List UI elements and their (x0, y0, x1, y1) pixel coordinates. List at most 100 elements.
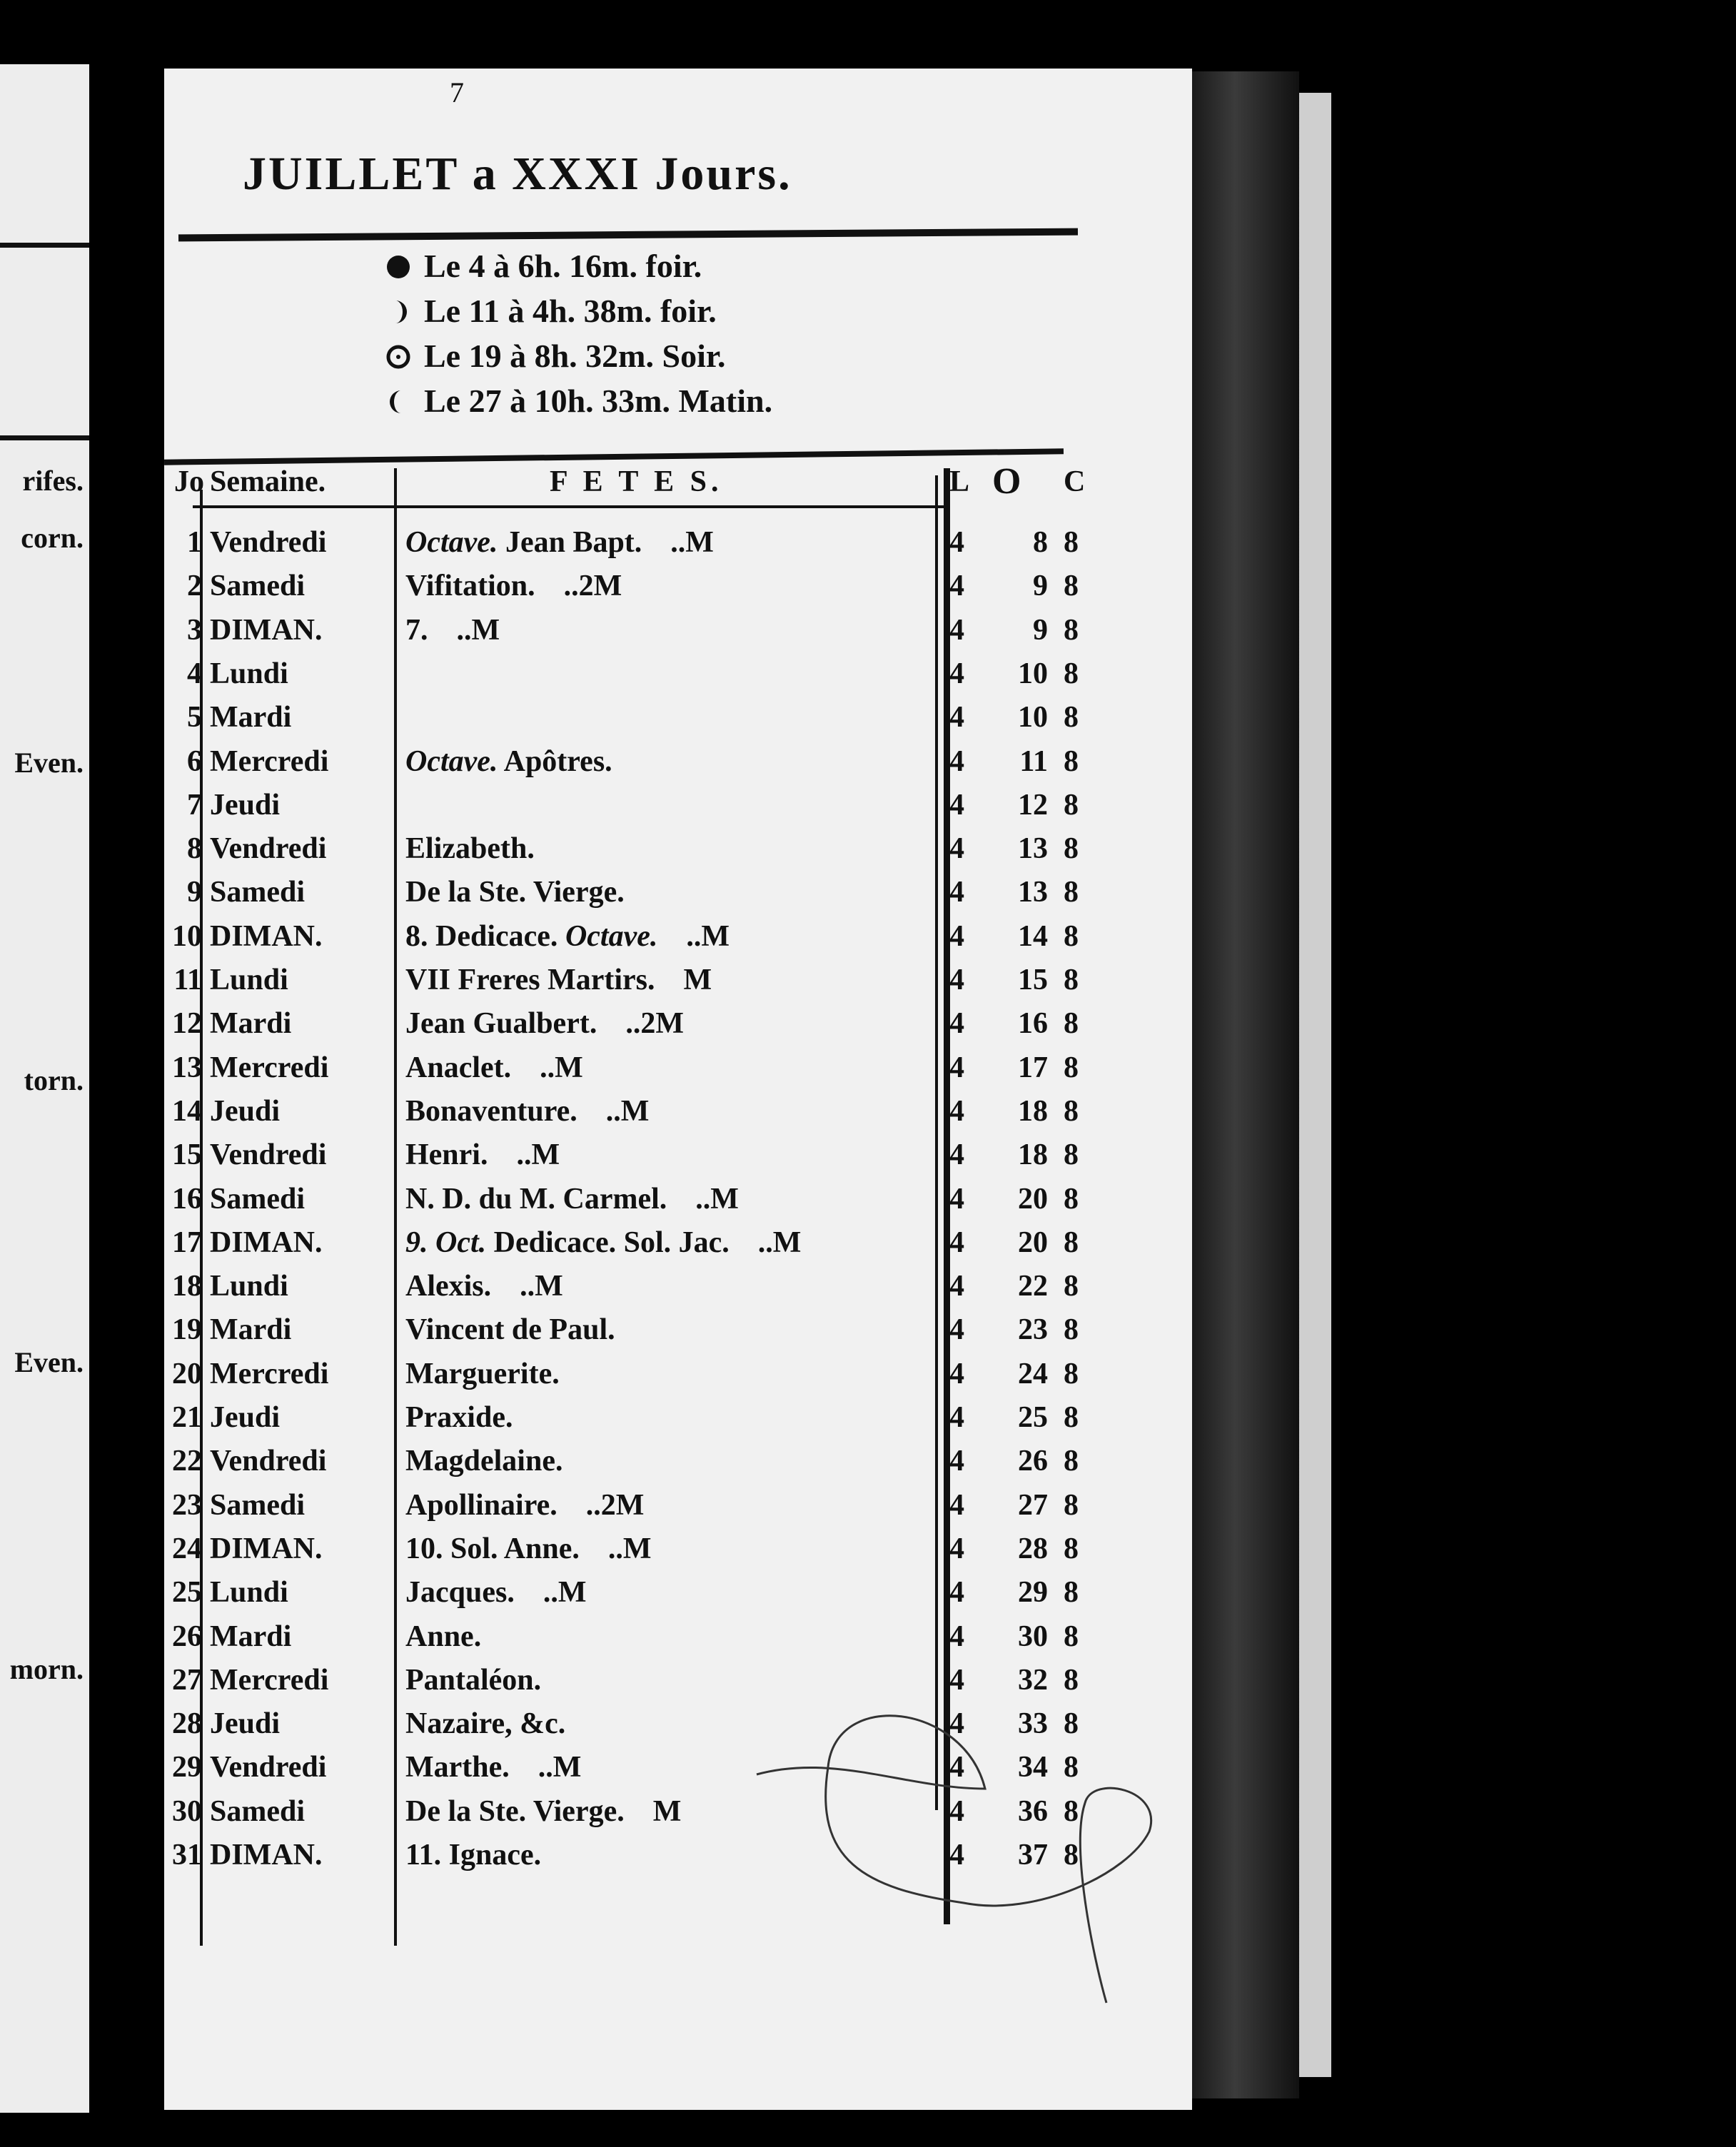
value-l: 4 (949, 964, 964, 996)
table-row: 28 Jeudi Nazaire, &c. 4 33 8 (164, 1707, 1192, 1750)
mass-mark: ..M (607, 1532, 652, 1565)
day-number: 30 (172, 1794, 202, 1828)
value-l: 4 (949, 1007, 964, 1041)
day-number: 20 (172, 1357, 202, 1390)
table-row: 20 Mercredi Marguerite. 4 24 8 (164, 1357, 1192, 1400)
title-rule (178, 228, 1079, 242)
feast: Vincent de Paul. (405, 1313, 644, 1347)
value-c: 8 (1064, 1839, 1079, 1871)
value-o: 9 (1033, 570, 1048, 603)
day-number: 12 (172, 1007, 202, 1041)
fete-text: Dedicace. Sol. Jac. (486, 1226, 730, 1259)
column-divider (935, 475, 938, 1810)
fete-text: De la Ste. Vierge. (405, 876, 625, 909)
value-c: 8 (1064, 876, 1079, 909)
value-l: 4 (949, 1270, 964, 1303)
mass-mark: ..M (695, 1182, 739, 1216)
value-c: 8 (1064, 1051, 1079, 1084)
feast: Praxide. (405, 1400, 541, 1435)
value-l: 4 (949, 876, 964, 909)
value-l: 4 (949, 1532, 964, 1565)
value-l: 4 (949, 526, 964, 559)
weekday: Lundi (210, 964, 288, 996)
table-row: 24 DIMAN. 10. Sol. Anne. ..M 4 28 8 (164, 1532, 1192, 1575)
value-c: 8 (1064, 1620, 1079, 1653)
value-c: 8 (1064, 832, 1079, 866)
table-row: 11 Lundi VII Freres Martirs. M 4 15 8 (164, 963, 1192, 1006)
table-row: 1 Vendredi Octave. Jean Bapt. ..M 4 8 8 (164, 525, 1192, 569)
left-page-fragment: rifes. corn. Even. torn. Even. morn. (0, 64, 89, 2113)
value-o: 10 (1018, 701, 1048, 734)
value-l: 4 (949, 1445, 964, 1478)
fete-text: Pantaléon. (405, 1663, 542, 1697)
value-c: 8 (1064, 613, 1079, 647)
fete-text: Henri. (405, 1138, 488, 1172)
value-o: 26 (1018, 1445, 1048, 1478)
value-c: 8 (1064, 1532, 1079, 1565)
fete-italic: Octave. (405, 526, 498, 559)
value-o: 29 (1018, 1576, 1048, 1610)
new-moon-icon (385, 250, 411, 278)
feast: N. D. du M. Carmel. ..M (405, 1182, 739, 1216)
value-o: 30 (1018, 1620, 1048, 1653)
value-o: 18 (1018, 1094, 1048, 1128)
feast: De la Ste. Vierge. (405, 875, 653, 909)
value-c: 8 (1064, 1401, 1079, 1434)
fragment-text: Even. (14, 747, 84, 779)
day-number: 11 (173, 964, 202, 996)
value-c: 8 (1064, 1445, 1079, 1478)
table-row: 7 Jeudi 4 12 8 (164, 788, 1192, 832)
value-o: 22 (1018, 1270, 1048, 1303)
value-l: 4 (949, 1794, 964, 1828)
fete-text: De la Ste. Vierge. (405, 1794, 625, 1828)
weekday: Vendredi (210, 1445, 327, 1478)
value-o: 11 (1019, 744, 1048, 778)
feast: 7. ..M (405, 613, 500, 647)
weekday: Mercredi (210, 1357, 329, 1390)
day-number: 8 (187, 832, 202, 866)
weekday: Mercredi (210, 1663, 329, 1697)
value-o: 20 (1018, 1182, 1048, 1216)
value-o: 10 (1018, 657, 1048, 690)
day-number: 19 (172, 1313, 202, 1347)
value-c: 8 (1064, 570, 1079, 603)
value-o: 18 (1018, 1138, 1048, 1172)
weekday: Samedi (210, 876, 306, 909)
fete-italic: Octave. (405, 744, 498, 778)
day-number: 4 (187, 657, 202, 690)
feast: Octave. Jean Bapt. ..M (405, 525, 714, 560)
moon-phase-line: Le 27 à 10h. 33m. Matin. (385, 382, 772, 420)
value-o: 9 (1033, 613, 1048, 647)
day-number: 21 (172, 1401, 202, 1434)
value-o: 13 (1018, 832, 1048, 866)
mass-mark: ..2M (585, 1488, 645, 1522)
day-number: 15 (172, 1138, 202, 1172)
column-divider-thick (944, 468, 950, 1924)
feast: 9. Oct. Dedicace. Sol. Jac. ..M (405, 1226, 801, 1260)
fete-text: Marthe. (405, 1751, 510, 1784)
fragment-text: torn. (24, 1064, 84, 1096)
value-o: 37 (1018, 1839, 1048, 1871)
table-row: 14 Jeudi Bonaventure. ..M 4 18 8 (164, 1094, 1192, 1138)
table-row: 19 Mardi Vincent de Paul. 4 23 8 (164, 1313, 1192, 1356)
column-divider (394, 468, 397, 1946)
table-row: 27 Mercredi Pantaléon. 4 32 8 (164, 1663, 1192, 1707)
fete-text: 7. (405, 613, 428, 647)
value-l: 4 (949, 1620, 964, 1653)
weekday: Mardi (210, 1313, 292, 1347)
value-l: 4 (949, 1839, 964, 1871)
table-header: Jo Semaine. F E T E S. L O C (164, 461, 1192, 508)
header-fetes: F E T E S. (550, 465, 723, 498)
mass-mark: M (652, 1794, 682, 1828)
table-row: 18 Lundi Alexis. ..M 4 22 8 (164, 1269, 1192, 1313)
mass-mark: ..M (686, 919, 730, 953)
weekday: Samedi (210, 1182, 306, 1216)
divider (0, 243, 89, 248)
table-row: 12 Mardi Jean Gualbert. ..2M 4 16 8 (164, 1006, 1192, 1050)
feast: Nazaire, &c. (405, 1707, 594, 1741)
feast: Henri. ..M (405, 1138, 560, 1172)
day-number: 5 (187, 701, 202, 734)
mass-mark: M (683, 964, 712, 996)
table-row: 5 Mardi 4 10 8 (164, 700, 1192, 744)
value-l: 4 (949, 657, 964, 690)
